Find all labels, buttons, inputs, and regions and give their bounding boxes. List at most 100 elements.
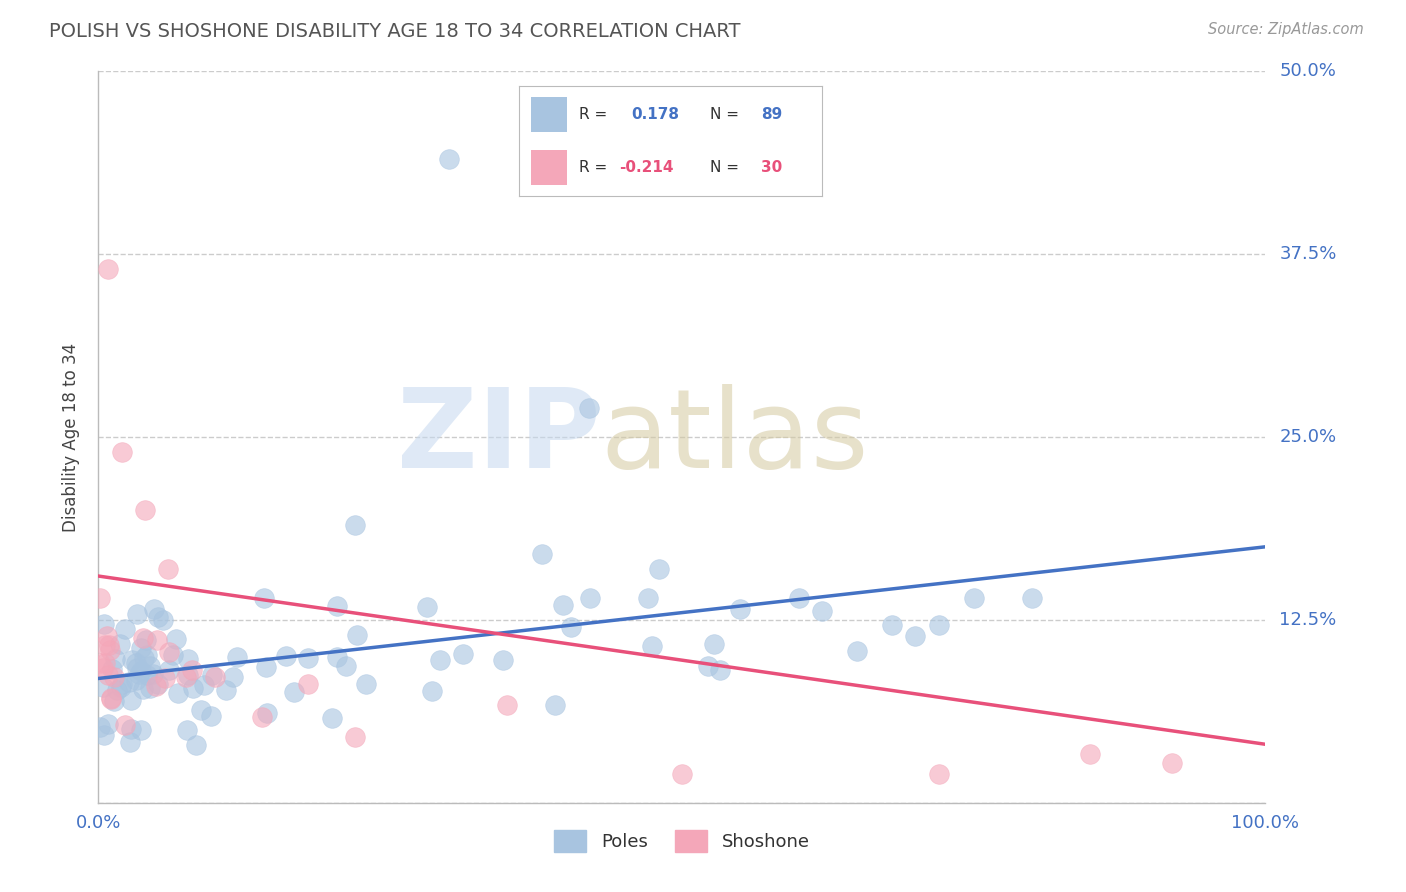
Point: [93, 616, 115, 631]
Point: [326, 599, 349, 613]
Point: [129, 665, 152, 679]
Point: [136, 668, 159, 682]
Point: [127, 661, 149, 675]
Point: [125, 607, 148, 621]
Point: [97, 717, 120, 731]
Point: [530, 547, 553, 561]
Point: [131, 631, 153, 645]
Point: [129, 641, 152, 656]
Point: [904, 629, 927, 643]
Point: [118, 675, 141, 690]
Point: [928, 618, 950, 632]
Text: 25.0%: 25.0%: [1279, 428, 1337, 446]
Point: [120, 693, 142, 707]
Point: [451, 647, 474, 661]
Point: [578, 591, 600, 605]
Point: [121, 653, 143, 667]
Point: [120, 722, 142, 736]
Point: [98, 638, 121, 652]
Point: [146, 633, 169, 648]
Point: [125, 657, 148, 671]
Point: [91, 680, 114, 694]
Point: [132, 650, 155, 665]
Point: [297, 650, 319, 665]
Point: [846, 644, 869, 658]
Point: [326, 650, 349, 665]
Point: [880, 618, 903, 632]
Point: [215, 683, 238, 698]
Point: [97, 668, 120, 682]
Point: [703, 637, 725, 651]
Point: [551, 598, 574, 612]
Point: [103, 670, 125, 684]
Point: [143, 602, 166, 616]
Text: 37.5%: 37.5%: [1279, 245, 1337, 263]
Point: [91, 661, 114, 675]
Point: [135, 633, 157, 648]
Point: [962, 591, 984, 605]
Point: [225, 650, 247, 665]
Point: [94, 657, 117, 671]
Point: [416, 600, 439, 615]
Point: [190, 702, 212, 716]
Point: [429, 652, 451, 666]
Point: [256, 706, 278, 720]
Point: [153, 671, 176, 685]
Point: [204, 670, 226, 684]
Point: [250, 710, 273, 724]
Point: [139, 681, 162, 695]
Point: [1161, 756, 1184, 771]
Point: [297, 676, 319, 690]
Point: [139, 659, 162, 673]
Point: [200, 709, 222, 723]
Point: [184, 738, 207, 752]
Point: [437, 152, 460, 166]
Point: [641, 640, 664, 654]
Point: [544, 698, 567, 713]
Text: POLISH VS SHOSHONE DISABILITY AGE 18 TO 34 CORRELATION CHART: POLISH VS SHOSHONE DISABILITY AGE 18 TO …: [49, 22, 741, 41]
Point: [422, 684, 444, 698]
Point: [1021, 591, 1043, 605]
Point: [165, 632, 187, 646]
Point: [114, 623, 136, 637]
Point: [157, 562, 180, 576]
Point: [120, 735, 142, 749]
Point: [496, 698, 519, 713]
Text: 12.5%: 12.5%: [1279, 611, 1337, 629]
Point: [1080, 747, 1102, 761]
Point: [335, 659, 357, 673]
Point: [114, 718, 136, 732]
Point: [89, 591, 111, 606]
Text: Source: ZipAtlas.com: Source: ZipAtlas.com: [1208, 22, 1364, 37]
Point: [157, 645, 180, 659]
Point: [110, 681, 132, 695]
Point: [928, 766, 950, 780]
Point: [177, 668, 200, 682]
Point: [146, 677, 169, 691]
Point: [93, 727, 115, 741]
Y-axis label: Disability Age 18 to 34: Disability Age 18 to 34: [62, 343, 80, 532]
Point: [145, 679, 167, 693]
Point: [180, 663, 202, 677]
Point: [100, 691, 122, 706]
Point: [89, 721, 111, 735]
Point: [253, 591, 276, 605]
Point: [110, 637, 132, 651]
Text: 50.0%: 50.0%: [1279, 62, 1336, 80]
Point: [344, 730, 367, 744]
Point: [174, 670, 197, 684]
Point: [181, 681, 204, 696]
Point: [96, 629, 118, 643]
Point: [89, 656, 111, 670]
Point: [111, 677, 134, 691]
Point: [131, 681, 153, 696]
Point: [274, 648, 297, 663]
Point: [128, 667, 150, 681]
Legend: Poles, Shoshone: Poles, Shoshone: [547, 823, 817, 860]
Point: [637, 591, 659, 605]
Point: [671, 766, 693, 780]
Point: [811, 604, 834, 618]
Point: [344, 517, 367, 532]
Point: [152, 614, 174, 628]
Point: [125, 673, 148, 687]
